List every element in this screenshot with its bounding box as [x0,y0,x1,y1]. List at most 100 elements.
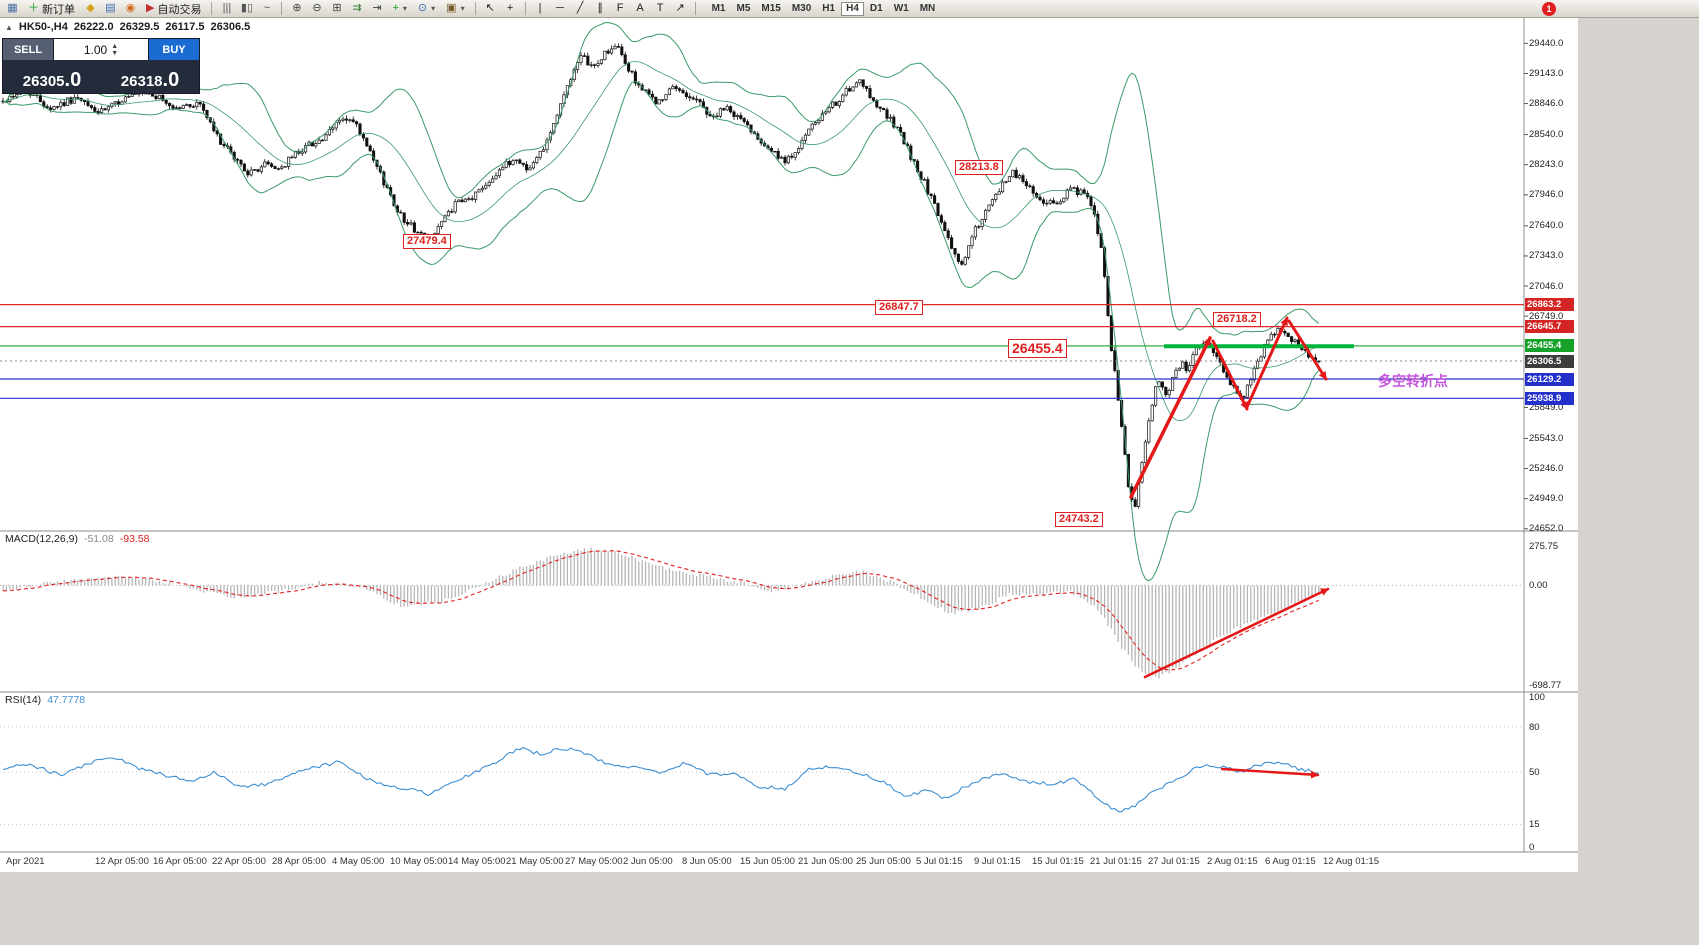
cursor-icon[interactable]: ↖ [481,1,500,16]
timeframe-m15-button[interactable]: M15 [761,2,781,14]
toolbar-separator [281,2,283,15]
price-tick: 27640.0 [1529,220,1564,232]
auto-trading-button[interactable]: ▶ 自动交易 [141,1,206,16]
time-axis-label: 15 Jul 01:15 [1032,856,1084,867]
time-axis-label: 22 Apr 05:00 [212,856,266,867]
trend-arrow-4[interactable] [1287,319,1328,381]
timeframe-m5-button[interactable]: M5 [736,2,751,14]
sell-price-main: 26305 [22,73,65,90]
chevron-down-icon: ▾ [431,4,436,13]
cursor-icon: ↖ [485,2,495,14]
time-axis-label: 4 May 05:00 [332,856,385,867]
pivot-annotation-text[interactable]: 多空转折点 [1378,373,1448,389]
timeframe-m30-button[interactable]: M30 [791,2,812,14]
sell-button[interactable]: SELL [3,39,54,60]
text-icon: A [636,2,644,14]
buy-price[interactable]: 26318.0 [101,60,199,93]
time-axis-label: 25 Jun 05:00 [856,856,911,867]
auto-scroll-icon[interactable]: ⇉ [347,1,366,16]
history-center-icon[interactable]: ◆ [81,1,100,16]
timeframe-d1-button[interactable]: D1 [869,2,883,14]
time-axis-label: 12 Aug 01:15 [1323,856,1379,867]
horizontal-line-icon: ─ [556,2,564,14]
fibonacci-icon[interactable]: F [611,1,630,16]
crosshair-icon[interactable]: + [501,1,520,16]
price-annotation-26847.7[interactable]: 26847.7 [875,300,923,315]
time-axis-label: Apr 2021 [6,856,45,867]
zoom-in-icon[interactable]: ⊕ [287,1,306,16]
new-order-icon: ＋ [28,2,39,14]
chart-shift-icon[interactable]: ⇥ [367,1,386,16]
time-axis-label: 8 Jun 05:00 [682,856,732,867]
timeframe-m1-button[interactable]: M1 [711,2,726,14]
volume-input[interactable]: 1.00 ▲ ▼ [54,39,148,60]
candlestick-chart-icon[interactable]: ▮▯ [237,1,256,16]
tile-windows-icon[interactable]: ⊞ [327,1,346,16]
indicators-menu[interactable]: + ▾ [387,1,411,16]
new-order-button[interactable]: ＋新订单 [23,1,80,16]
time-axis-label: 27 May 05:00 [565,856,623,867]
trend-arrow-2[interactable] [1211,339,1249,411]
bar-chart-icon[interactable]: ||| [217,1,236,16]
vertical-line-icon[interactable]: | [531,1,550,16]
time-axis-label: 9 Jul 01:15 [974,856,1021,867]
one-click-collapse-icon[interactable]: ▲ [5,22,13,32]
line-chart-icon[interactable]: ~ [257,1,276,16]
timeframe-mn-button[interactable]: MN [919,2,936,14]
auto-trading-button-label: 自动交易 [157,3,202,16]
periods-menu[interactable]: ⊙ ▾ [413,1,440,16]
line-chart-icon: ~ [263,2,271,14]
price-tick: 27946.0 [1529,189,1564,201]
buy-button[interactable]: BUY [148,39,199,60]
horizontal-line-icon[interactable]: ─ [551,1,570,16]
trend-arrow-1[interactable] [1129,336,1212,499]
one-click-trading-panel: SELL 1.00 ▲ ▼ BUY 26305.0 26318.0 [2,38,200,94]
price-badge-25938.9: 25938.9 [1525,391,1574,405]
text-icon[interactable]: A [631,1,650,16]
trendline-icon[interactable]: ╱ [571,1,590,16]
vertical-line-icon: | [538,2,542,14]
text-label-icon[interactable]: T [651,1,670,16]
announcement-icon[interactable]: ◉ [121,1,140,16]
zoom-out-icon[interactable]: ⊖ [307,1,326,16]
timeframe-h4-button[interactable]: H4 [841,1,864,16]
price-tick: 25849.0 [1529,401,1564,413]
arrows-tool-icon[interactable]: ↗ [671,1,690,16]
time-axis-label: 5 Jul 01:15 [916,856,963,867]
chart-quote-line: ▲ HK50-,H4 26222.0 26329.5 26117.5 26306… [5,21,250,33]
notification-badge[interactable]: 1 [1542,2,1556,16]
chart-window-icon: ▦ [7,2,18,14]
arrows-tool-icon: ↗ [675,2,685,14]
volume-spinner-icon[interactable]: ▲ ▼ [111,42,119,57]
toolbar-separator [211,2,213,15]
timeframe-w1-button[interactable]: W1 [893,2,909,14]
time-axis-label: 16 Apr 05:00 [153,856,207,867]
price-annotation-28213.8[interactable]: 28213.8 [955,160,1003,175]
price-tick: 28540.0 [1529,129,1564,141]
price-badge-26129.2: 26129.2 [1525,372,1574,386]
price-annotation-24743.2[interactable]: 24743.2 [1055,512,1103,527]
macd-trend-arrow[interactable] [1143,587,1330,679]
price-tick: 28243.0 [1529,159,1564,171]
rsi-line [2,746,1319,813]
price-annotation-26718.2[interactable]: 26718.2 [1213,312,1261,327]
macd-axis-label: -698.77 [1529,679,1562,691]
toolbar-separator [694,2,696,15]
price-annotation-26455.4[interactable]: 26455.4 [1008,339,1067,358]
market-watch-icon[interactable]: ▤ [101,1,120,16]
trend-arrow-3[interactable] [1245,316,1289,409]
rsi-axis-label: 80 [1529,721,1540,733]
chevron-down-icon: ▾ [460,4,465,13]
channel-icon[interactable]: ∥ [591,1,610,16]
price-annotation-27479.4[interactable]: 27479.4 [403,234,451,249]
templates-menu[interactable]: ▣ ▾ [441,1,469,16]
rsi-trend-arrow[interactable] [1220,767,1320,779]
trendline-icon: ╱ [576,2,584,14]
auto-scroll-icon: ⇉ [352,2,362,14]
timeframe-h1-button[interactable]: H1 [822,2,836,14]
sell-price[interactable]: 26305.0 [3,60,101,93]
time-axis-label: 14 May 05:00 [448,856,506,867]
chart-window-icon[interactable]: ▦ [3,1,22,16]
